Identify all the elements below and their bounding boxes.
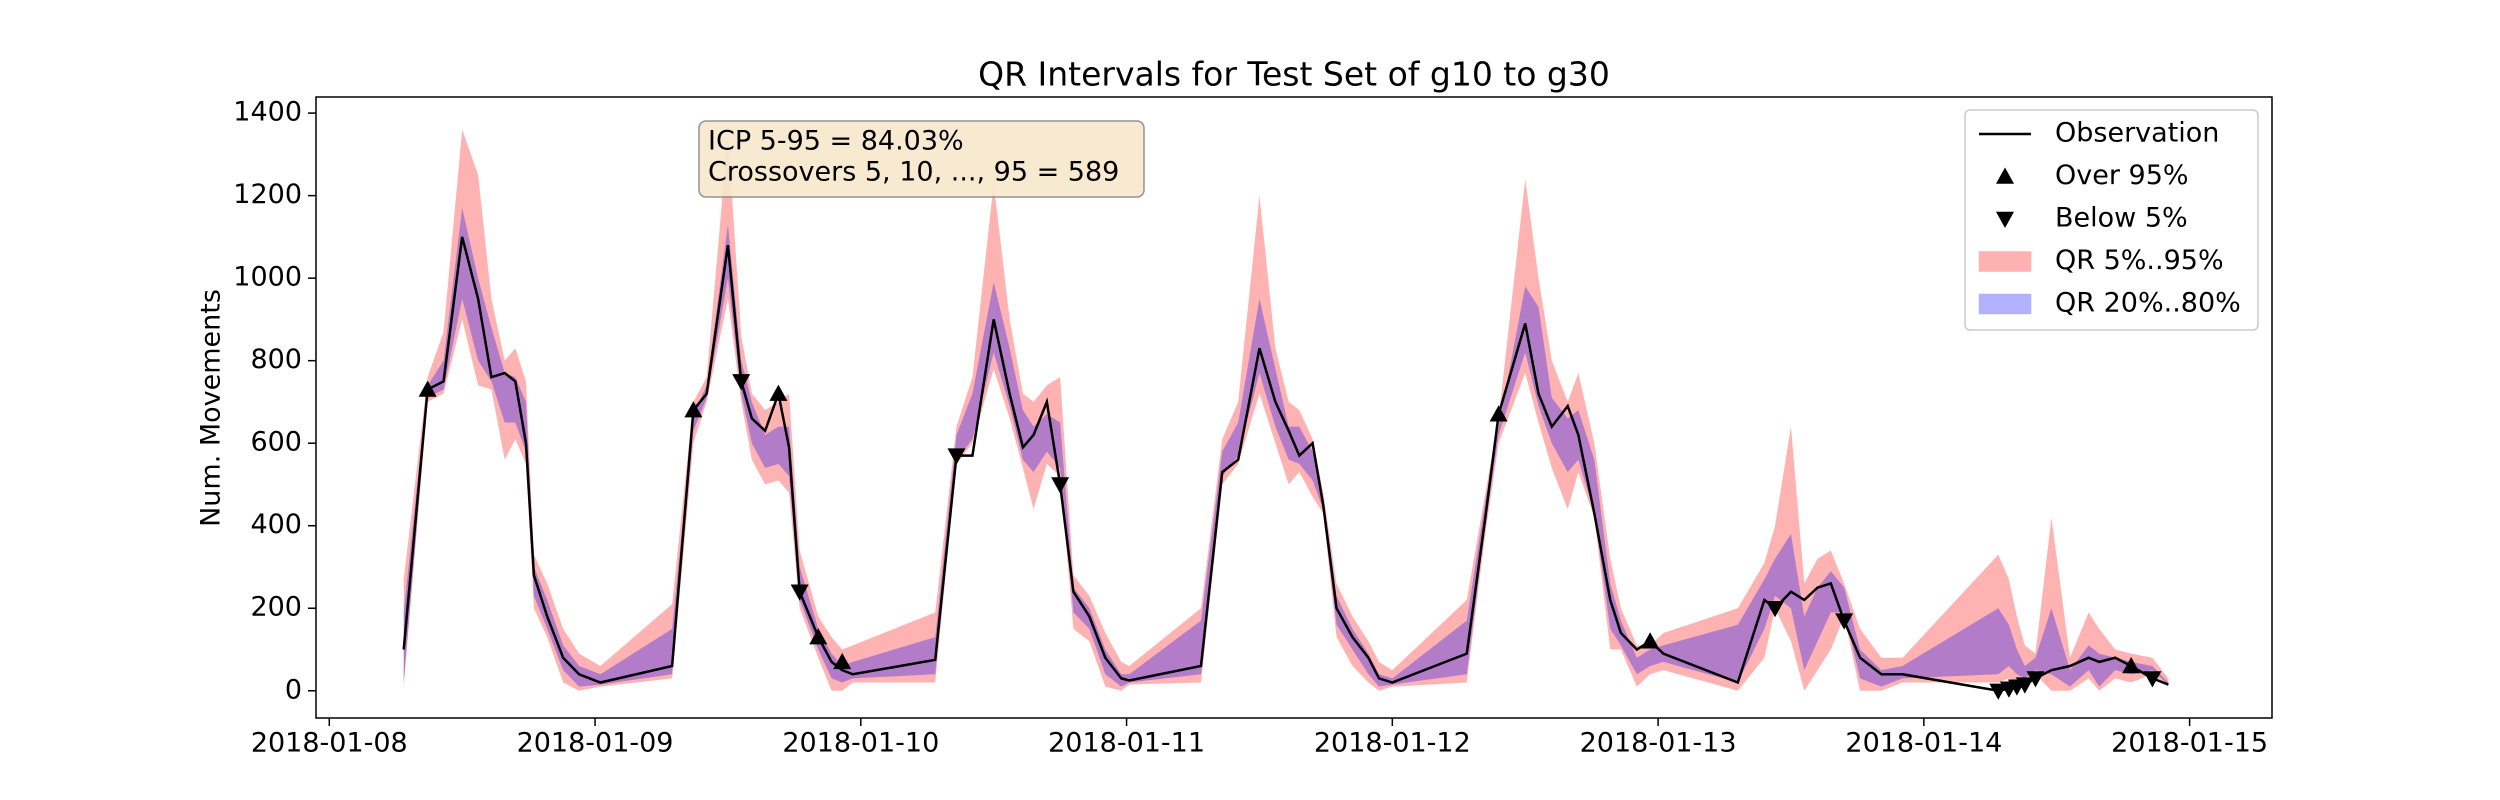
legend-label: QR 20%..80%: [2055, 288, 2241, 319]
x-tick-label: 2018-01-13: [1580, 728, 1737, 759]
legend-swatch: [1996, 211, 2014, 228]
marker: [1989, 683, 2008, 700]
marker: [1051, 477, 1070, 494]
legend-label: Observation: [2055, 118, 2219, 149]
y-tick-label: 1200: [233, 179, 302, 210]
plot-frame: [315, 96, 2273, 719]
x-tick-label: 2018-01-10: [782, 728, 939, 759]
annotation-text: ICP 5-95 = 84.03%: [708, 126, 964, 157]
chart-title: QR Intervals for Test Set of g10 to g30: [978, 55, 1610, 94]
band-area: [403, 207, 2169, 687]
x-tick-label: 2018-01-12: [1314, 728, 1471, 759]
y-tick-label: 200: [250, 592, 302, 623]
x-tick-label: 2018-01-14: [1845, 728, 2002, 759]
marker: [1835, 613, 1854, 630]
annotation-box: [698, 120, 1145, 198]
legend-label: Over 95%: [2055, 160, 2189, 191]
marker: [732, 374, 751, 391]
observation-line: [402, 236, 2169, 693]
marker: [790, 584, 809, 601]
annotation-text: Crossovers 5, 10, ..., 95 = 589: [708, 157, 1119, 188]
marker: [1641, 632, 1660, 649]
marker: [833, 652, 852, 670]
legend-label: Below 5%: [2055, 203, 2188, 234]
marker: [684, 401, 703, 418]
x-tick-label: 2018-01-09: [517, 728, 674, 759]
band-area: [403, 129, 2169, 691]
y-axis-label: Num. Movements: [196, 289, 227, 527]
legend-swatch: [1978, 251, 2032, 272]
marker: [1766, 601, 1785, 618]
x-tick-label: 2018-01-11: [1048, 728, 1205, 759]
x-tick-label: 2018-01-08: [251, 728, 408, 759]
marker: [1489, 405, 1508, 422]
legend-box: [1964, 109, 2259, 331]
y-tick-label: 1400: [233, 97, 302, 128]
legend-swatch: [1996, 167, 2014, 184]
marker: [769, 384, 788, 401]
marker: [809, 628, 828, 645]
legend-swatch: [1978, 293, 2032, 315]
marker: [947, 448, 966, 465]
x-tick-label: 2018-01-15: [2111, 728, 2268, 759]
legend-label: QR 5%..95%: [2055, 245, 2224, 276]
y-tick-label: 400: [250, 509, 302, 540]
y-tick-label: 600: [250, 427, 302, 458]
y-tick-label: 800: [250, 344, 302, 375]
y-tick-label: 1000: [233, 262, 302, 293]
marker: [2143, 671, 2162, 688]
marker: [2015, 677, 2034, 694]
y-tick-label: 0: [285, 674, 302, 705]
marker: [418, 380, 437, 397]
marker: [2122, 657, 2141, 674]
marker: [2026, 671, 2045, 688]
